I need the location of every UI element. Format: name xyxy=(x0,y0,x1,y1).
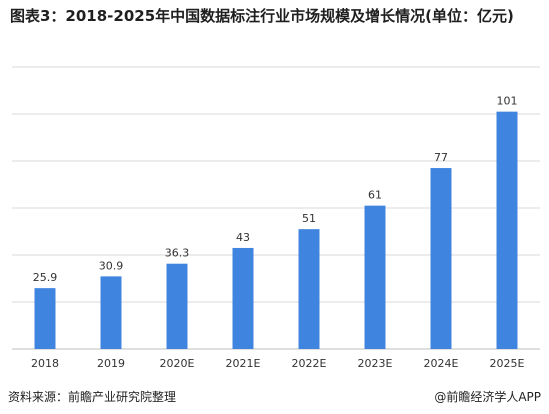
value-label-2020E: 36.3 xyxy=(165,247,190,260)
value-labels: 25.9 30.9 36.3 43 51 61 77 101 xyxy=(33,95,518,284)
bar-2022E xyxy=(298,229,320,349)
bar-2020E xyxy=(166,263,188,349)
source-note: 资料来源：前瞻产业研究院整理 xyxy=(8,390,177,404)
bars xyxy=(34,111,518,350)
x-tick-2025E: 2025E xyxy=(490,357,525,370)
chart-title: 图表3：2018-2025年中国数据标注行业市场规模及增长情况(单位：亿元) xyxy=(10,7,514,25)
value-label-2025E: 101 xyxy=(497,95,518,108)
x-tick-2020E: 2020E xyxy=(160,357,195,370)
value-label-2022E: 51 xyxy=(302,212,316,225)
bar-2019 xyxy=(100,276,122,349)
x-tick-2024E: 2024E xyxy=(424,357,459,370)
gridlines xyxy=(12,66,540,350)
x-tick-2018: 2018 xyxy=(31,357,59,370)
x-axis-ticks: 2018 2019 2020E 2021E 2022E 2023E 2024E 2025E xyxy=(31,357,525,370)
value-label-2024E: 77 xyxy=(434,151,448,164)
bar-2023E xyxy=(364,205,386,349)
value-label-2018: 25.9 xyxy=(33,271,58,284)
value-label-2019: 30.9 xyxy=(99,259,124,272)
x-tick-2021E: 2021E xyxy=(226,357,261,370)
bar-2018 xyxy=(34,288,56,349)
x-tick-2022E: 2022E xyxy=(292,357,327,370)
x-tick-2023E: 2023E xyxy=(358,357,393,370)
brand-watermark-text: @前瞻经济学人APP xyxy=(434,390,541,404)
value-label-2023E: 61 xyxy=(368,189,382,202)
bar-2021E xyxy=(232,247,254,349)
bar-2025E xyxy=(496,111,518,350)
x-tick-2019: 2019 xyxy=(97,357,125,370)
value-label-2021E: 43 xyxy=(236,231,250,244)
bar-2024E xyxy=(430,168,452,349)
